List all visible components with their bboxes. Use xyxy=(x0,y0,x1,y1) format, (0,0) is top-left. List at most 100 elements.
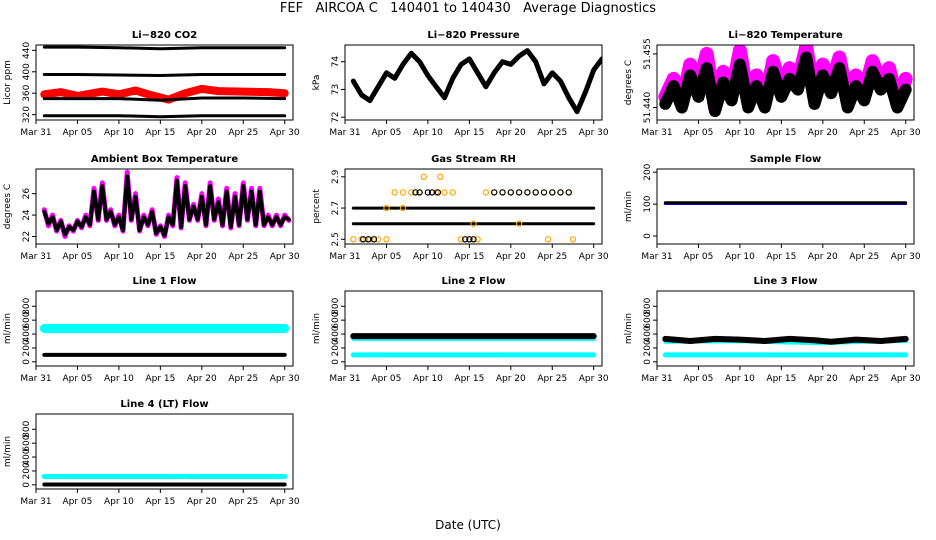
y-tick-label: 800 xyxy=(22,297,32,314)
x-tick-label: Apr 20 xyxy=(187,252,217,262)
series-2-point xyxy=(399,204,407,212)
series-2-point xyxy=(474,236,481,243)
panel-5: Sample Flow ml/min 0 100 200 Mar 31 Apr 05 Apr … xyxy=(624,154,921,262)
series-0-trace xyxy=(42,45,287,51)
panel-title: Li−820 Temperature xyxy=(728,30,843,41)
y-tick-label: 2.9 xyxy=(331,169,341,184)
panel-title: Line 2 Flow xyxy=(442,276,506,287)
series-3-point xyxy=(549,189,556,196)
y-tick-label: 74 xyxy=(331,56,341,68)
series-3-trace xyxy=(42,96,287,102)
x-tick-label: Apr 10 xyxy=(413,252,443,262)
series-3-point xyxy=(462,236,469,243)
series-2-point xyxy=(482,189,490,196)
series-2-point xyxy=(408,189,415,196)
panel-title: Gas Stream RH xyxy=(431,154,516,165)
x-tick-label: Apr 20 xyxy=(808,252,838,262)
series-group xyxy=(41,169,292,239)
x-axis-caption: Date (UTC) xyxy=(435,518,501,532)
y-axis-label: ml/min xyxy=(312,313,322,344)
x-tick-label: Apr 20 xyxy=(808,128,838,138)
x-tick-label: Apr 30 xyxy=(270,128,300,138)
series-3-point xyxy=(428,189,436,196)
series-group xyxy=(41,474,288,487)
y-tick-label: 51.455 xyxy=(643,38,653,70)
y-tick-label: 0 xyxy=(643,233,653,239)
x-tick-label: Apr 30 xyxy=(270,252,300,262)
x-tick-label: Apr 05 xyxy=(372,252,402,262)
x-tick-label: Apr 20 xyxy=(808,374,838,384)
x-tick-label: Apr 25 xyxy=(537,128,567,138)
series-2-point xyxy=(515,220,523,227)
y-axis-label: degrees C xyxy=(624,60,634,105)
series-3-point xyxy=(507,189,514,196)
y-tick-label: 0 xyxy=(643,359,653,365)
panel-title: Line 4 (LT) Flow xyxy=(120,399,208,410)
x-tick-label: Apr 10 xyxy=(725,128,755,138)
y-tick-label: 200 xyxy=(331,339,341,356)
y-axis-label: Licor ppm xyxy=(3,60,13,105)
x-tick-label: Apr 15 xyxy=(145,128,175,138)
x-tick-label: Apr 15 xyxy=(766,252,796,262)
x-tick-label: Apr 25 xyxy=(228,497,258,507)
y-axis-label: ml/min xyxy=(624,313,634,344)
x-tick-label: Apr 25 xyxy=(228,252,258,262)
plot-frame xyxy=(656,168,915,245)
y-axis-label: ml/min xyxy=(3,313,13,344)
panel-title: Li−820 Pressure xyxy=(427,30,520,41)
x-tick-label: Apr 30 xyxy=(579,128,609,138)
plot-frame xyxy=(344,290,603,367)
y-tick-label: 600 xyxy=(22,434,32,451)
x-tick-label: Apr 10 xyxy=(725,252,755,262)
y-tick-label: 2.7 xyxy=(331,201,341,215)
series-group xyxy=(39,324,290,357)
y-tick-label: 600 xyxy=(643,311,653,328)
x-tick-label: Apr 10 xyxy=(413,128,443,138)
x-tick-label: Apr 05 xyxy=(684,374,714,384)
x-tick-label: Apr 25 xyxy=(537,252,567,262)
series-3-point xyxy=(540,189,548,196)
series-3-point xyxy=(470,236,477,243)
x-tick-label: Apr 25 xyxy=(849,374,879,384)
series-3-point xyxy=(499,189,506,196)
series-3-point xyxy=(370,236,378,243)
plot-frame xyxy=(35,413,294,490)
x-tick-label: Apr 05 xyxy=(63,252,93,262)
y-tick-label: 800 xyxy=(22,420,32,437)
x-tick-label: Apr 20 xyxy=(187,374,217,384)
y-tick-label: 800 xyxy=(643,297,653,314)
panel-title: Ambient Box Temperature xyxy=(91,154,238,165)
x-tick-label: Apr 05 xyxy=(63,374,93,384)
series-3-point xyxy=(524,189,531,196)
series-2-point xyxy=(449,189,456,196)
panel-title: Line 3 Flow xyxy=(754,276,818,287)
x-tick-label: Apr 25 xyxy=(228,128,258,138)
x-tick-label: Mar 31 xyxy=(20,497,51,507)
y-tick-label: 400 xyxy=(643,325,653,342)
x-tick-label: Mar 31 xyxy=(329,374,360,384)
series-2-point xyxy=(470,220,477,227)
series-3-point xyxy=(466,236,473,243)
x-tick-label: Apr 30 xyxy=(579,374,609,384)
series-2-point xyxy=(383,204,390,212)
series-2-point xyxy=(441,189,448,196)
panel-0: Li−820 CO2 Licor ppm 320 360 400 440 Mar 31 Apr… xyxy=(3,30,300,138)
plot-frame xyxy=(35,290,294,367)
series-2-point xyxy=(569,236,577,243)
plot-frame xyxy=(656,290,915,367)
y-tick-label: 600 xyxy=(331,311,341,328)
x-tick-label: Apr 05 xyxy=(63,497,93,507)
series-3-point xyxy=(491,189,498,196)
series-2-point xyxy=(375,236,382,243)
panel-4: Gas Stream RH percent 2.5 2.7 2.9 Mar 31 Apr 0… xyxy=(312,154,609,262)
plot-frame xyxy=(344,44,603,121)
x-tick-label: Apr 20 xyxy=(496,128,526,138)
panel-title: Line 1 Flow xyxy=(133,276,197,287)
x-tick-label: Apr 15 xyxy=(145,497,175,507)
series-3-point xyxy=(412,189,419,196)
x-tick-label: Apr 10 xyxy=(104,497,134,507)
y-tick-label: 26 xyxy=(22,188,32,200)
